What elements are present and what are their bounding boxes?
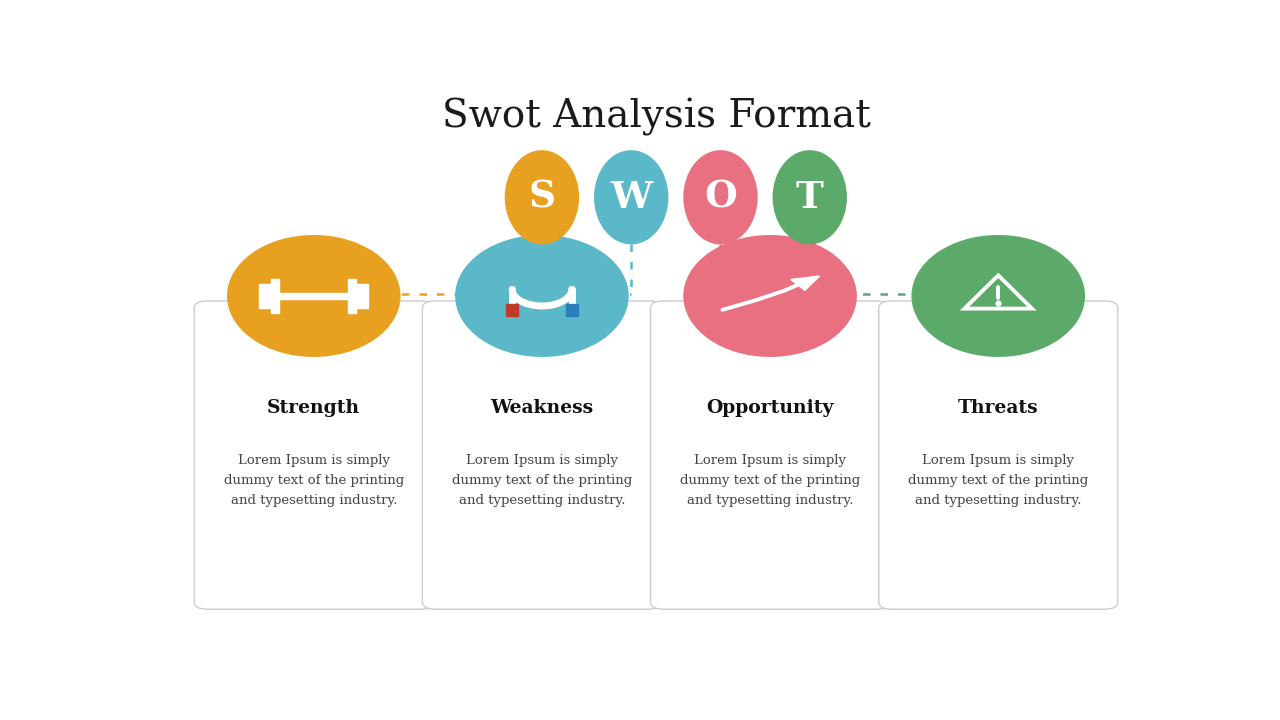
Ellipse shape [227, 235, 401, 357]
Ellipse shape [594, 150, 668, 244]
Text: Lorem Ipsum is simply
dummy text of the printing
and typesetting industry.: Lorem Ipsum is simply dummy text of the … [224, 454, 404, 507]
Bar [271, 279, 279, 312]
Text: Lorem Ipsum is simply
dummy text of the printing
and typesetting industry.: Lorem Ipsum is simply dummy text of the … [680, 454, 860, 507]
Text: Swot Analysis Format: Swot Analysis Format [442, 98, 870, 136]
FancyBboxPatch shape [422, 301, 662, 609]
Ellipse shape [911, 235, 1085, 357]
Polygon shape [791, 276, 819, 290]
Ellipse shape [684, 235, 856, 357]
Text: Threats: Threats [957, 399, 1038, 417]
Text: O: O [704, 179, 737, 216]
Text: W: W [611, 179, 653, 216]
Text: Strength: Strength [268, 399, 361, 417]
Bar [276, 292, 352, 300]
FancyBboxPatch shape [195, 301, 434, 609]
Text: Lorem Ipsum is simply
dummy text of the printing
and typesetting industry.: Lorem Ipsum is simply dummy text of the … [908, 454, 1088, 507]
Text: S: S [529, 179, 556, 216]
FancyBboxPatch shape [650, 301, 890, 609]
FancyBboxPatch shape [878, 301, 1117, 609]
Text: T: T [796, 179, 824, 216]
Text: Lorem Ipsum is simply
dummy text of the printing
and typesetting industry.: Lorem Ipsum is simply dummy text of the … [452, 454, 632, 507]
Bar [356, 284, 369, 308]
Ellipse shape [456, 235, 628, 357]
Ellipse shape [504, 150, 579, 244]
Ellipse shape [684, 150, 758, 244]
Bar [348, 279, 356, 312]
Text: Opportunity: Opportunity [707, 399, 833, 417]
Bar [259, 284, 271, 308]
Ellipse shape [773, 150, 847, 244]
Text: Weakness: Weakness [490, 399, 594, 417]
